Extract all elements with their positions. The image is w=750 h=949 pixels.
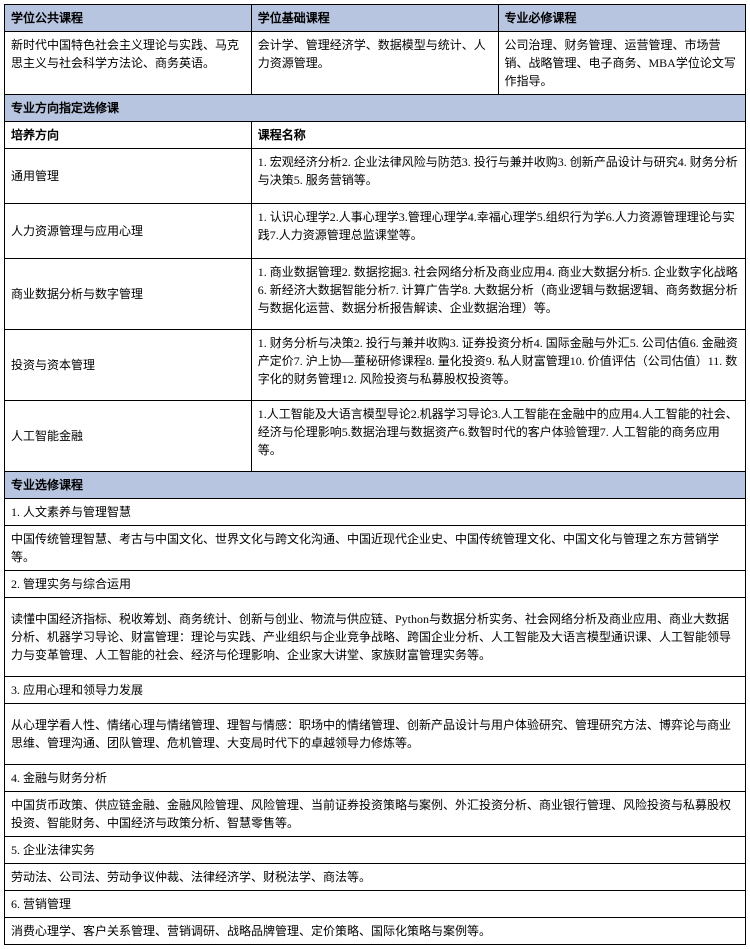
degree-courses-table: 学位公共课程 学位基础课程 专业必修课程 新时代中国特色社会主义理论与实践、马克… <box>4 4 746 95</box>
elective-desc: 从心理学看人性、情绪心理与情绪管理、理智与情感：职场中的情绪管理、创新产品设计与… <box>5 704 746 765</box>
direction-name: 通用管理 <box>5 149 252 204</box>
elective-desc-row: 读懂中国经济指标、税收筹划、商务统计、创新与创业、物流与供应链、Python与数… <box>5 598 746 677</box>
elective-title-row: 4. 金融与财务分析 <box>5 765 746 792</box>
header-basic: 学位基础课程 <box>251 5 498 32</box>
direction-name: 商业数据分析与数字管理 <box>5 259 252 330</box>
prof-section-header: 专业选修课程 <box>5 472 746 499</box>
direction-row: 人力资源管理与应用心理 1. 认识心理学2.人事心理学3.管理心理学4.幸福心理… <box>5 204 746 259</box>
elective-title-row: 5. 企业法律实务 <box>5 837 746 864</box>
elective-title-row: 3. 应用心理和领导力发展 <box>5 677 746 704</box>
elective-desc-row: 中国传统管理智慧、考古与中国文化、世界文化与跨文化沟通、中国近现代企业史、中国传… <box>5 526 746 571</box>
direction-section-title: 专业方向指定选修课 <box>5 95 746 122</box>
elective-title: 6. 营销管理 <box>5 891 746 918</box>
elective-desc: 中国货币政策、供应链金融、金融风险管理、风险管理、当前证券投资策略与案例、外汇投… <box>5 792 746 837</box>
direction-row: 商业数据分析与数字管理 1. 商业数据管理2. 数据挖掘3. 社会网络分析及商业… <box>5 259 746 330</box>
elective-desc: 劳动法、公司法、劳动争议仲裁、法律经济学、财税法学、商法等。 <box>5 864 746 891</box>
elective-title: 1. 人文素养与管理智慧 <box>5 499 746 526</box>
elective-title: 3. 应用心理和领导力发展 <box>5 677 746 704</box>
elective-desc-row: 从心理学看人性、情绪心理与情绪管理、理智与情感：职场中的情绪管理、创新产品设计与… <box>5 704 746 765</box>
elective-title: 5. 企业法律实务 <box>5 837 746 864</box>
direction-electives-table: 专业方向指定选修课 培养方向 课程名称 通用管理 1. 宏观经济分析2. 企业法… <box>4 94 746 472</box>
degree-content-row: 新时代中国特色社会主义理论与实践、马克思主义与社会科学方法论、商务英语。 会计学… <box>5 32 746 95</box>
direction-row: 人工智能金融 1.人工智能及大语言模型导论2.机器学习导论3.人工智能在金融中的… <box>5 401 746 472</box>
prof-section-title: 专业选修课程 <box>5 472 746 499</box>
elective-title-row: 1. 人文素养与管理智慧 <box>5 499 746 526</box>
header-required: 专业必修课程 <box>498 5 746 32</box>
degree-header-row: 学位公共课程 学位基础课程 专业必修课程 <box>5 5 746 32</box>
elective-title-row: 2. 管理实务与综合运用 <box>5 571 746 598</box>
content-basic: 会计学、管理经济学、数据模型与统计、人力资源管理。 <box>251 32 498 95</box>
content-required: 公司治理、财务管理、运营管理、市场营销、战略管理、电子商务、MBA学位论文写作指… <box>498 32 746 95</box>
direction-name: 人工智能金融 <box>5 401 252 472</box>
elective-title-row: 6. 营销管理 <box>5 891 746 918</box>
direction-section-header: 专业方向指定选修课 <box>5 95 746 122</box>
col-header-direction: 培养方向 <box>5 122 252 149</box>
elective-desc: 消费心理学、客户关系管理、营销调研、战略品牌管理、定价策略、国际化策略与案例等。 <box>5 918 746 945</box>
direction-courses: 1. 商业数据管理2. 数据挖掘3. 社会网络分析及商业应用4. 商业大数据分析… <box>251 259 745 330</box>
direction-row: 投资与资本管理 1. 财务分析与决策2. 投行与兼并收购3. 证券投资分析4. … <box>5 330 746 401</box>
elective-title: 2. 管理实务与综合运用 <box>5 571 746 598</box>
elective-desc: 中国传统管理智慧、考古与中国文化、世界文化与跨文化沟通、中国近现代企业史、中国传… <box>5 526 746 571</box>
direction-row: 通用管理 1. 宏观经济分析2. 企业法律风险与防范3. 投行与兼并收购3. 创… <box>5 149 746 204</box>
professional-electives-table: 专业选修课程 1. 人文素养与管理智慧 中国传统管理智慧、考古与中国文化、世界文… <box>4 471 746 945</box>
col-header-courses: 课程名称 <box>251 122 745 149</box>
direction-name: 投资与资本管理 <box>5 330 252 401</box>
elective-desc: 读懂中国经济指标、税收筹划、商务统计、创新与创业、物流与供应链、Python与数… <box>5 598 746 677</box>
direction-courses: 1. 宏观经济分析2. 企业法律风险与防范3. 投行与兼并收购3. 创新产品设计… <box>251 149 745 204</box>
elective-title: 4. 金融与财务分析 <box>5 765 746 792</box>
elective-desc-row: 中国货币政策、供应链金融、金融风险管理、风险管理、当前证券投资策略与案例、外汇投… <box>5 792 746 837</box>
direction-courses: 1. 财务分析与决策2. 投行与兼并收购3. 证券投资分析4. 国际金融与外汇5… <box>251 330 745 401</box>
direction-name: 人力资源管理与应用心理 <box>5 204 252 259</box>
elective-desc-row: 消费心理学、客户关系管理、营销调研、战略品牌管理、定价策略、国际化策略与案例等。 <box>5 918 746 945</box>
direction-col-headers: 培养方向 课程名称 <box>5 122 746 149</box>
content-public: 新时代中国特色社会主义理论与实践、马克思主义与社会科学方法论、商务英语。 <box>5 32 252 95</box>
direction-courses: 1. 认识心理学2.人事心理学3.管理心理学4.幸福心理学5.组织行为学6.人力… <box>251 204 745 259</box>
elective-desc-row: 劳动法、公司法、劳动争议仲裁、法律经济学、财税法学、商法等。 <box>5 864 746 891</box>
header-public: 学位公共课程 <box>5 5 252 32</box>
direction-courses: 1.人工智能及大语言模型导论2.机器学习导论3.人工智能在金融中的应用4.人工智… <box>251 401 745 472</box>
